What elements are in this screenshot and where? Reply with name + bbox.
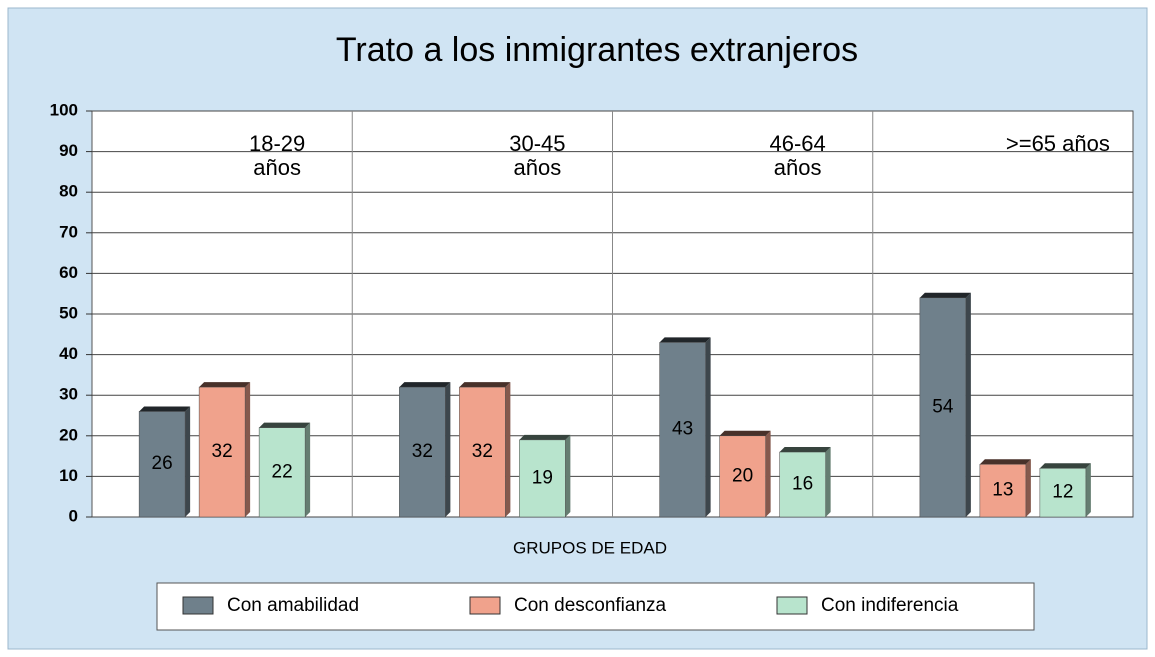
legend-label: Con indiferencia <box>821 595 959 616</box>
y-tick-label: 0 <box>69 506 78 525</box>
value-label: 32 <box>472 441 493 462</box>
legend-label: Con desconfianza <box>514 595 667 616</box>
value-label: 20 <box>732 465 753 486</box>
bar <box>399 386 446 518</box>
y-tick-label: 20 <box>59 425 78 444</box>
bar <box>979 463 1027 518</box>
value-label: 54 <box>932 396 954 417</box>
bar-top <box>1039 463 1091 469</box>
bar-top <box>139 406 191 412</box>
bar-side <box>765 430 771 517</box>
bar <box>198 386 246 518</box>
value-label: 19 <box>532 467 553 488</box>
bar-side <box>1025 459 1031 517</box>
y-tick-label: 10 <box>59 466 78 485</box>
bar-side <box>705 337 711 517</box>
bar-top <box>519 434 571 440</box>
legend-label: Con amabilidad <box>227 595 359 616</box>
bar-side <box>245 382 251 517</box>
y-tick-label: 80 <box>59 182 78 201</box>
bar <box>138 411 186 518</box>
legend-swatch <box>776 596 808 615</box>
bar-top <box>659 337 711 343</box>
bar-top <box>259 422 311 428</box>
legend-box <box>156 582 1035 631</box>
y-tick-label: 50 <box>59 303 78 322</box>
chart-title: Trato a los inmigrantes extranjeros <box>336 31 858 69</box>
value-label: 16 <box>792 474 813 495</box>
bar <box>659 342 706 518</box>
bar-top <box>199 382 251 388</box>
bar <box>779 451 826 518</box>
value-label: 12 <box>1052 482 1073 503</box>
y-tick-label: 100 <box>50 100 78 119</box>
legend-swatch <box>469 596 501 615</box>
bar-top <box>459 382 511 388</box>
value-label: 43 <box>672 419 693 440</box>
category-label: >=65 años <box>1005 131 1110 156</box>
y-tick-label: 60 <box>59 263 78 282</box>
y-tick-label: 40 <box>59 344 78 363</box>
bar <box>719 435 766 518</box>
bar-top <box>399 382 451 388</box>
bar <box>1039 468 1087 518</box>
bar-top <box>919 292 971 298</box>
legend-swatch <box>182 596 214 615</box>
bar-top <box>779 447 831 453</box>
bar-side <box>305 422 311 517</box>
bar-side <box>505 382 511 517</box>
bar <box>459 386 506 518</box>
value-label: 13 <box>992 480 1013 501</box>
value-label: 32 <box>212 441 233 462</box>
x-axis-title: GRUPOS DE EDAD <box>513 538 667 557</box>
y-tick-label: 90 <box>59 141 78 160</box>
bar <box>519 439 566 518</box>
y-tick-label: 70 <box>59 222 78 241</box>
category-label: 18-29 años <box>248 131 306 180</box>
value-label: 26 <box>152 453 173 474</box>
bar-side <box>565 434 571 517</box>
bar-side <box>965 292 971 517</box>
value-label: 22 <box>272 461 293 482</box>
bar-side <box>825 447 831 517</box>
category-label: 30-45 años <box>509 131 566 180</box>
bar-side <box>1085 463 1091 517</box>
bar <box>258 427 306 518</box>
value-label: 32 <box>412 441 433 462</box>
bar <box>919 297 967 518</box>
bar-top <box>979 459 1031 465</box>
category-label: 46-64 años <box>769 131 826 180</box>
bar-side <box>445 382 451 517</box>
y-tick-label: 30 <box>59 385 78 404</box>
bar-top <box>719 430 771 436</box>
bar-side <box>185 406 191 517</box>
